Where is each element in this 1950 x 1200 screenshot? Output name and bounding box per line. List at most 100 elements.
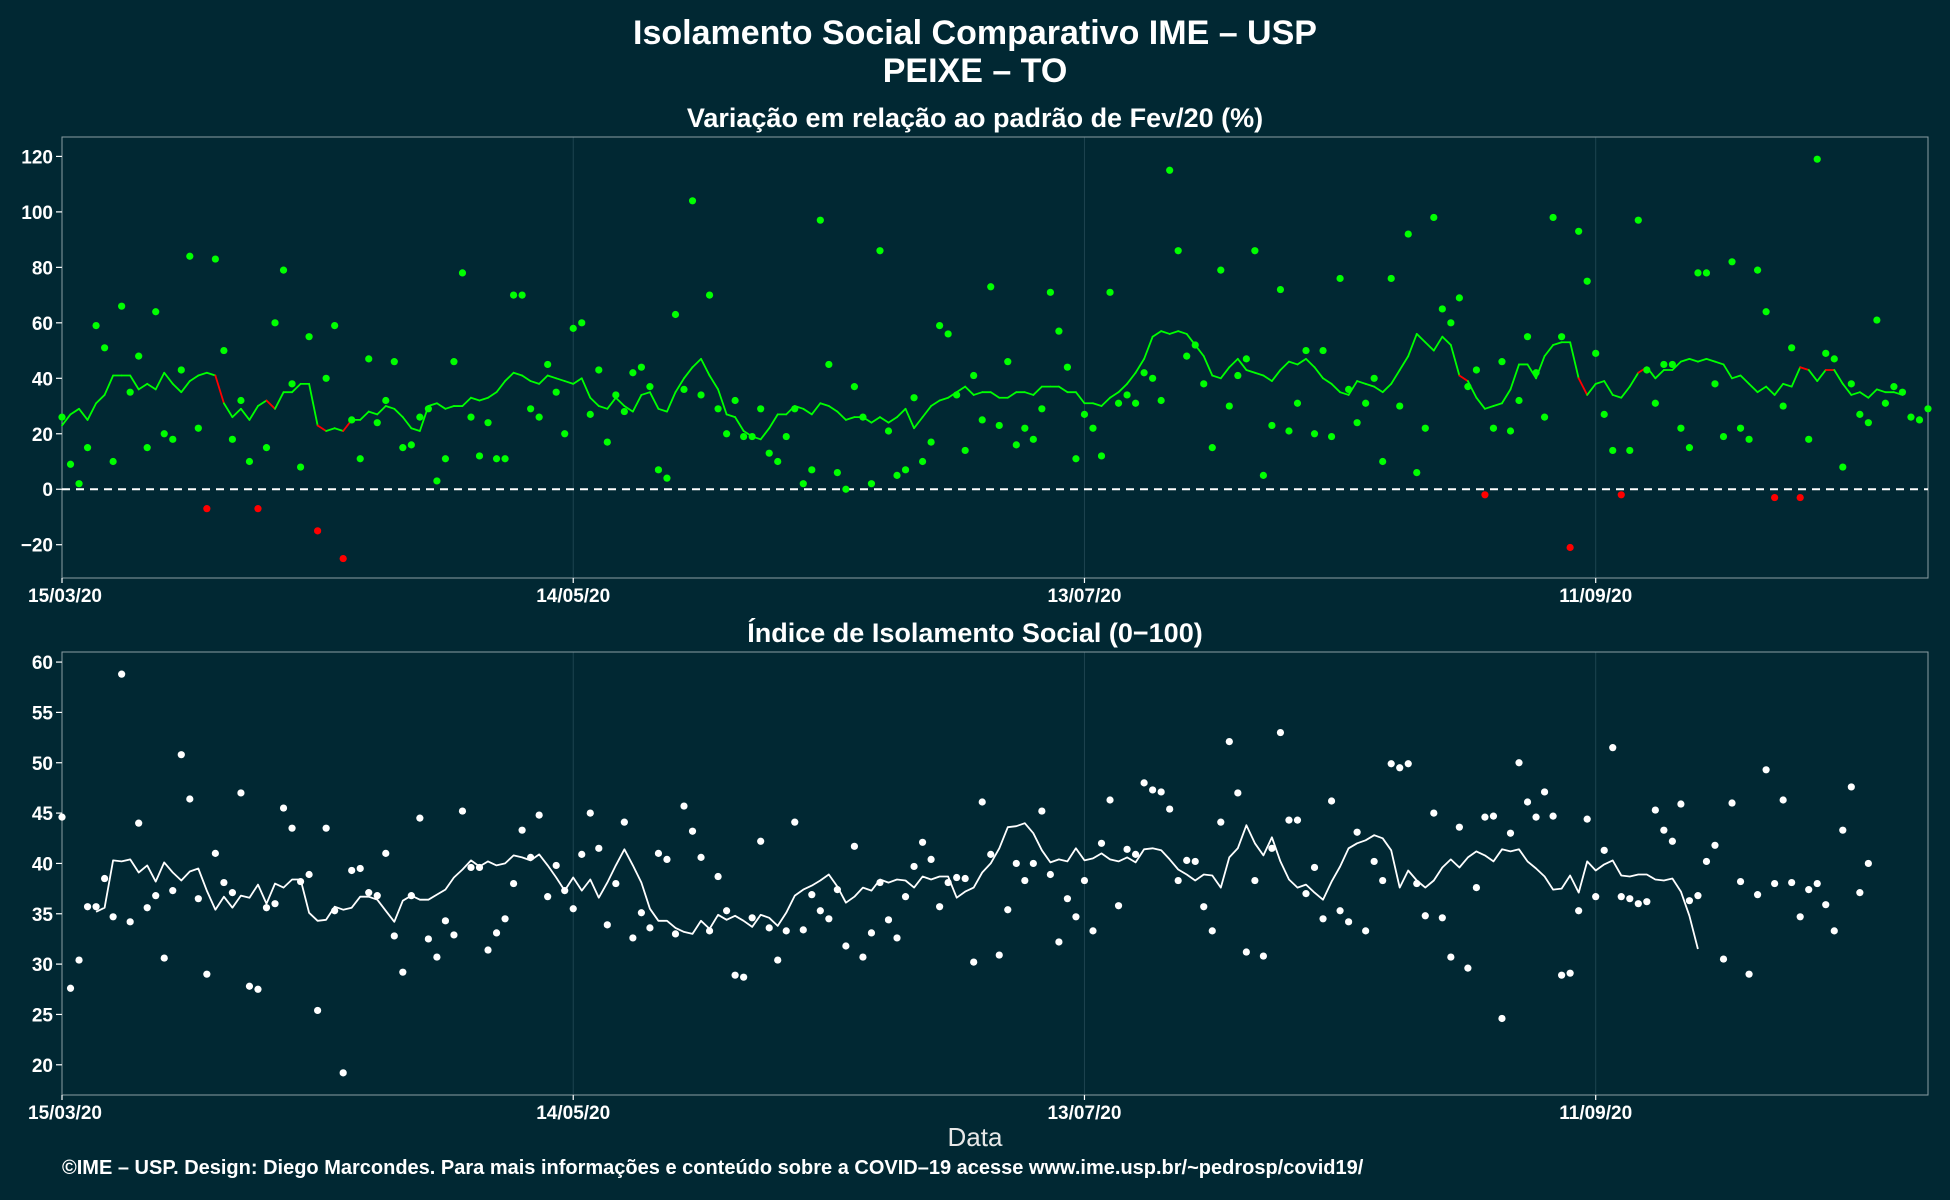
data-point [816,216,824,224]
isolation-data-point [1847,783,1855,791]
moving-average-segment [1628,371,1640,388]
moving-average-segment [1654,369,1665,380]
moving-average-segment [623,405,634,413]
moving-average-segment [1807,369,1819,382]
data-point [1685,444,1694,452]
data-point [1293,399,1302,407]
data-point [1592,349,1600,357]
isolation-data-point [944,878,952,887]
moving-average-segment [921,405,932,419]
data-point [365,355,373,363]
data-point [262,444,271,452]
data-point [1643,366,1651,374]
moving-average-segment [1484,405,1495,410]
data-point [944,330,952,338]
isolation-data-point [407,892,415,900]
moving-average-segment [393,407,404,419]
isolation-data-point [83,903,92,911]
moving-average-segment [248,405,259,421]
data-point [1472,366,1481,374]
isolation-data-point [467,863,475,872]
moving-average-segment [844,416,856,421]
moving-average-segment [896,407,907,419]
isolation-data-point [399,968,407,976]
isolation-data-point [867,929,876,937]
data-point [799,480,807,488]
moving-average-segment [1671,360,1682,371]
data-point [1481,491,1489,499]
y-tick-label: 50 [32,754,53,775]
moving-average-segment [1765,385,1776,396]
x-tick-label: 15/03/20 [28,586,102,607]
data-point [1114,399,1123,407]
moving-average-segment [631,394,643,413]
moving-average-segment [231,407,242,419]
isolation-data-point [987,850,995,858]
moving-average-segment [1875,388,1887,394]
moving-average-segment [308,382,319,427]
isolation-data-point [135,819,143,827]
isolation-data-point [646,924,654,932]
data-point [1626,446,1634,455]
moving-average-segment [734,416,745,432]
data-point [1839,463,1847,471]
data-point [1140,369,1148,377]
moving-average-segment [367,410,379,416]
isolation-data-point [1362,927,1370,935]
moving-average-segment [470,396,481,402]
isolation-data-point [237,789,245,797]
data-point [552,388,560,396]
moving-average-segment [1228,357,1239,369]
moving-average-segment [1245,369,1256,374]
isolation-data-point [995,951,1003,959]
moving-average-segment [333,427,345,432]
isolation-data-point [1549,812,1557,820]
moving-average-segment [1117,382,1128,394]
isolation-data-point [126,918,134,926]
isolation-data-point [1788,878,1796,887]
panel1-variation: −20 0 20 40 60 80 100 120 15/03/20 14/05/20 13/07/… [21,136,1932,607]
data-point [314,527,322,535]
y-tick-label: 55 [32,703,54,724]
isolation-data-point [416,814,424,822]
isolation-data-point [1183,856,1191,865]
isolation-data-point [1072,913,1080,921]
moving-average-segment [1253,371,1265,377]
data-point [254,505,262,513]
moving-average-segment [1731,374,1742,380]
isolation-data-point [1080,876,1089,885]
data-point [1813,155,1821,163]
moving-average-segment [1509,363,1520,391]
isolation-data-point [612,879,620,888]
footer-credits: ©IME – USP. Design: Diego Marcondes. Par… [62,1157,1364,1179]
moving-average-segment [1006,391,1018,399]
y-tick-label: 40 [32,369,53,390]
isolation-data-point [1472,883,1481,892]
data-point [441,455,450,463]
data-point [1694,269,1702,277]
moving-average-segment [1236,357,1248,371]
data-point [382,396,390,405]
isolation-data-point [314,1006,322,1015]
isolation-data-point [654,849,663,857]
isolation-data-point [339,1069,347,1077]
isolation-data-point [1489,812,1498,820]
isolation-data-point [1600,846,1608,854]
data-point [203,505,211,513]
moving-average-segment [657,407,668,413]
data-point [1259,471,1267,479]
isolation-data-point [901,893,910,901]
moving-average-segment [580,377,592,399]
isolation-data-point [1114,902,1123,910]
data-point [1447,319,1455,327]
isolation-data-point [535,811,543,819]
isolation-data-point [1140,779,1148,787]
moving-average-segment [1680,357,1691,363]
moving-average-segment [316,424,328,432]
moving-average-segment [410,427,421,432]
isolation-data-point [671,930,680,938]
data-point [1540,413,1549,421]
data-point [509,291,518,299]
isolation-data-point [1217,818,1225,826]
